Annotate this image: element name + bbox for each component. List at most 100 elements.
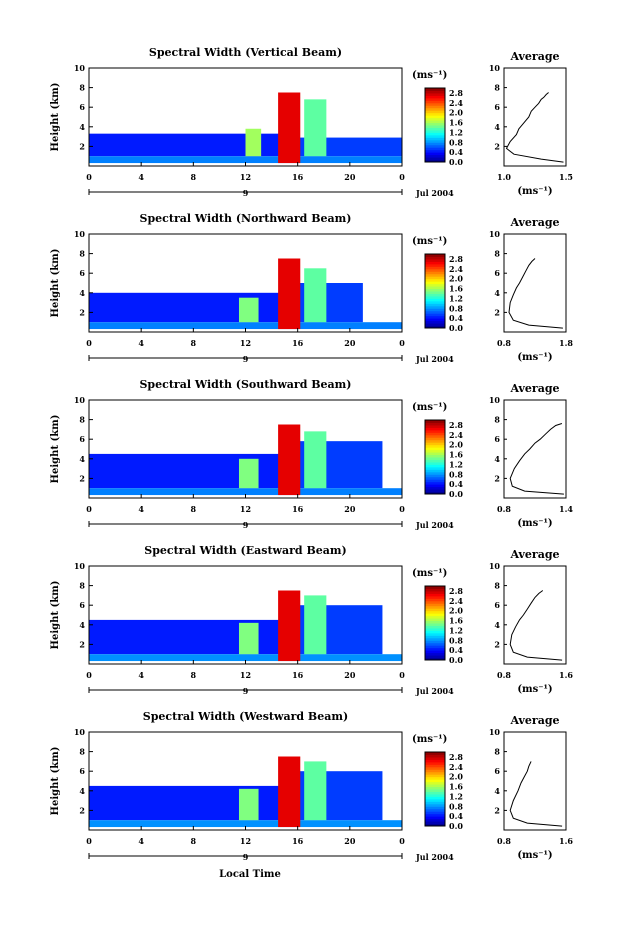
average-x-tick-label: 1.4 — [559, 504, 573, 514]
x-tick-label: 12 — [240, 172, 251, 182]
average-x-tick-label: 0.8 — [497, 338, 511, 348]
x-tick-label: 16 — [292, 504, 304, 514]
colorbar-swatch — [425, 256, 445, 260]
colorbar-swatch — [425, 288, 445, 292]
panel-title: Spectral Width (Northward Beam) — [140, 212, 352, 225]
y-tick-label: 6 — [79, 268, 85, 278]
colorbar-swatch — [425, 97, 445, 101]
x-tick-label: 16 — [292, 836, 304, 846]
heatmap-cell — [304, 595, 327, 655]
colorbar-swatch — [425, 437, 445, 441]
colorbar-swatch — [425, 427, 445, 431]
colorbar-swatch — [425, 318, 445, 322]
y-tick-label: 6 — [79, 434, 85, 444]
colorbar-swatch — [425, 796, 445, 800]
colorbar-swatch — [425, 471, 445, 475]
colorbar-unit: (ms⁻¹) — [412, 402, 447, 413]
heatmap-cell — [278, 258, 301, 330]
colorbar-swatch — [425, 620, 445, 624]
colorbar-swatch — [425, 105, 445, 109]
colorbar-swatch — [425, 600, 445, 604]
colorbar-tick-label: 2.8 — [449, 88, 463, 98]
colorbar-swatch — [425, 300, 445, 304]
colorbar-swatch — [425, 459, 445, 463]
colorbar-swatch — [425, 305, 445, 309]
panel-title: Spectral Width (Westward Beam) — [143, 710, 348, 723]
colorbar-tick-label: 0.4 — [449, 479, 463, 489]
colorbar-tick-label: 1.2 — [449, 791, 463, 801]
colorbar-swatch — [425, 632, 445, 636]
y-tick-label: 10 — [74, 561, 86, 571]
colorbar-swatch — [425, 439, 445, 443]
x-tick-label: 16 — [292, 338, 304, 348]
colorbar-tick-label: 1.2 — [449, 459, 463, 469]
colorbar-swatch — [425, 640, 445, 644]
average-x-label: (ms⁻¹) — [517, 186, 552, 197]
colorbar-swatch — [425, 254, 445, 257]
average-x-tick-label: 0.8 — [497, 670, 511, 680]
y-tick-label: 8 — [79, 83, 85, 93]
colorbar-swatch — [425, 88, 445, 91]
average-y-tick-label: 6 — [494, 600, 500, 610]
average-y-tick-label: 10 — [489, 63, 501, 73]
x-tick-label: 4 — [138, 504, 144, 514]
heatmap-layers — [89, 756, 402, 828]
x-tick-label: 8 — [191, 338, 197, 348]
colorbar-tick-label: 0.4 — [449, 147, 463, 157]
date-axis-day: 9 — [243, 686, 249, 696]
colorbar-swatch — [425, 429, 445, 433]
date-axis-day: 9 — [243, 354, 249, 364]
average-y-tick-label: 4 — [494, 122, 500, 132]
y-tick-label: 8 — [79, 747, 85, 757]
x-tick-label: 8 — [191, 172, 197, 182]
x-tick-label: 0 — [86, 338, 92, 348]
colorbar-swatch — [425, 821, 445, 825]
colorbar-tick-label: 0.4 — [449, 811, 463, 821]
colorbar-swatch — [425, 298, 445, 302]
x-tick-label: 12 — [240, 504, 251, 514]
colorbar-swatch — [425, 293, 445, 297]
x-tick-label: 4 — [138, 338, 144, 348]
colorbar-swatch — [425, 159, 445, 163]
x-tick-label: 20 — [344, 504, 356, 514]
colorbar-swatch — [425, 137, 445, 141]
colorbar-swatch — [425, 273, 445, 277]
y-tick-label: 8 — [79, 415, 85, 425]
colorbar-frame — [424, 419, 446, 495]
colorbar-swatch — [425, 283, 445, 287]
colorbar-swatch — [425, 466, 445, 470]
average-x-label: (ms⁻¹) — [517, 518, 552, 529]
colorbar-swatch — [425, 276, 445, 280]
heatmap-cell — [245, 128, 262, 157]
colorbar-swatch — [425, 323, 445, 327]
colorbar-frame — [424, 253, 446, 329]
y-tick-label: 4 — [79, 288, 85, 298]
colorbar-swatch — [425, 806, 445, 810]
y-tick-label: 2 — [79, 639, 85, 649]
colorbar-swatch — [425, 484, 445, 488]
average-x-tick-label: 1.8 — [559, 338, 573, 348]
average-title: Average — [509, 216, 559, 229]
colorbar-swatch — [425, 618, 445, 622]
colorbar-tick-label: 2.4 — [449, 596, 463, 606]
colorbar-swatch — [425, 808, 445, 812]
colorbar-tick-label: 2.8 — [449, 752, 463, 762]
colorbar-swatch — [425, 424, 445, 428]
average-y-tick-label: 6 — [494, 434, 500, 444]
colorbar-swatch — [425, 127, 445, 131]
colorbar-swatch — [425, 630, 445, 634]
date-label: Jul 2004 — [415, 188, 454, 198]
average-y-tick-label: 10 — [489, 229, 501, 239]
date-label: Jul 2004 — [415, 852, 454, 862]
colorbar-swatch — [425, 125, 445, 128]
colorbar-swatch — [425, 152, 445, 156]
x-tick-label: 0 — [86, 172, 92, 182]
y-axis-label: Height (km) — [50, 249, 61, 318]
colorbar-tick-label: 0.0 — [449, 489, 463, 499]
x-tick-label: 8 — [191, 836, 197, 846]
average-y-tick-label: 2 — [494, 639, 500, 649]
colorbar-swatch — [425, 752, 445, 755]
colorbar-swatch — [425, 107, 445, 111]
heatmap-cell — [238, 622, 259, 655]
colorbar-tick-label: 0.0 — [449, 323, 463, 333]
